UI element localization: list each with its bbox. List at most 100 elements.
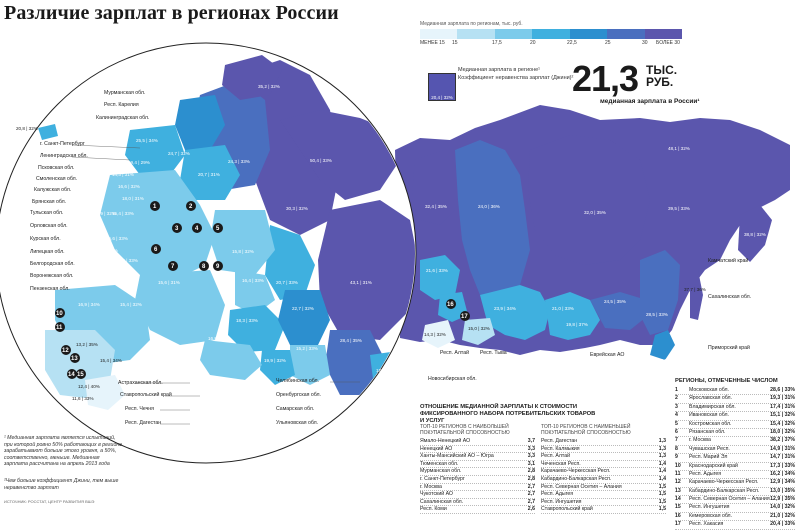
value-tula: 16,9 | 32% xyxy=(94,211,116,216)
row-value: 13,0 | 35% xyxy=(770,487,795,494)
value-orenburg: 16,8 | 33% xyxy=(208,336,230,341)
ranked-rows: 1 Московская обл. 28,6 | 33% 2 Ярославская о… xyxy=(675,387,795,530)
label-stavropol: Ставропольский край xyxy=(120,391,172,398)
label-lenobl: Ленинградская обл. xyxy=(40,153,88,159)
lenobl-region xyxy=(125,125,185,175)
label-jewish: Еврейская АО xyxy=(590,351,624,358)
row-name: Сахалинская обл. xyxy=(420,498,464,505)
row-value: 1,5 xyxy=(658,483,666,490)
row-number: 8 xyxy=(675,445,678,452)
value-chel: 19,9 | 32% xyxy=(264,358,286,363)
label-novosib: Новосибирская обл. xyxy=(428,376,477,382)
row-number: 15 xyxy=(675,504,681,511)
row-value: 2,8 xyxy=(527,468,535,475)
row-value: 28,6 | 33% xyxy=(770,387,795,393)
bottom10-rows: Респ. Дагестан 1,3 Респ. Калмыкия 1,3 Респ. … xyxy=(541,438,666,514)
row-name: Кемеровская обл. xyxy=(689,512,733,519)
value-kamchatka: 38,8 | 32% xyxy=(744,232,766,237)
row-name: Ярославская обл. xyxy=(689,395,732,402)
value-altai: 14,3 | 32% xyxy=(424,332,446,337)
bottom10-table: ТОП-10 РЕГИОНОВ С НАИМЕНЬШЕЙ ПОКУПАТЕЛЬН… xyxy=(541,424,666,514)
table-row: Респ. Адыгея 1,5 xyxy=(541,491,666,499)
marker-3: 3 xyxy=(175,226,179,232)
value-magadan: 39,5 | 33% xyxy=(668,206,690,211)
row-name: Карачаево-Черкесская Респ. xyxy=(689,479,759,486)
table-row: 17 Респ. Хакасия 20,4 | 33% xyxy=(675,521,795,530)
row-value: 17,3 | 33% xyxy=(770,462,795,469)
marker-11: 11 xyxy=(56,325,63,331)
marker-14: 14 xyxy=(68,372,75,378)
source-note: ИСТОЧНИК: РОССТАТ, ЦЕНТР РАЗВИТИЯ ВШЭ xyxy=(4,499,95,504)
table-row: 8 Чувашская Респ. 14,9 | 31% xyxy=(675,445,795,455)
row-value: 3,1 xyxy=(527,460,535,467)
table-row: 6 Рязанская обл. 18,0 | 32% xyxy=(675,428,795,438)
table-row: 10 Краснодарский край 17,3 | 33% xyxy=(675,463,795,471)
row-value: 12,9 | 35% xyxy=(770,496,795,503)
table-row: 1 Московская обл. 28,6 | 33% xyxy=(675,387,795,396)
bash-region xyxy=(228,305,285,352)
value-dagestan: 11,6 | 33% xyxy=(72,396,94,401)
row-name: Респ. Адыгея xyxy=(689,470,722,477)
key-swatch: 20,4 | 32% xyxy=(428,73,456,101)
row-name: Ненецкий АО xyxy=(420,445,453,452)
tyumen-region xyxy=(325,330,385,395)
row-value: 14,7 | 31% xyxy=(770,454,795,461)
khmao-region xyxy=(318,200,415,340)
row-value: 14,0 | 32% xyxy=(770,504,795,511)
table-row: 12 Карачаево-Черкесская Респ. 12,9 | 34% xyxy=(675,479,795,488)
label-dagestan: Респ. Дагестан xyxy=(125,420,161,426)
numbered-markers: 1 2 3 4 5 6 7 8 9 10 11 12 13 14 15 16 1… xyxy=(55,201,470,379)
value-kurgan: 15,2 | 33% xyxy=(296,346,318,351)
label-chel: Челябинская обл. xyxy=(276,378,319,384)
marker-2: 2 xyxy=(189,204,193,210)
label-pskov: Псковская обл. xyxy=(38,165,74,171)
legend-tick: 15 xyxy=(452,40,458,46)
row-name: Респ. Адыгея xyxy=(541,491,574,498)
label-altai: Респ. Алтай xyxy=(440,349,469,356)
yanao-region xyxy=(412,150,455,225)
murmansk-region xyxy=(222,55,282,100)
sakhalin-region xyxy=(690,270,703,320)
table-row: 14 Респ. Северная Осетия – Алания 12,9 | 3… xyxy=(675,496,795,505)
kirov-region xyxy=(210,210,275,275)
value-tambov: 16,8 | 33% xyxy=(116,258,138,263)
legend-tick: 17,5 xyxy=(492,40,502,46)
value-kalmykia: 13,2 | 35% xyxy=(76,342,98,347)
row-value: 12,9 | 34% xyxy=(770,479,795,486)
value-buryatia: 19,8 | 37% xyxy=(566,322,588,327)
row-number: 6 xyxy=(675,428,678,435)
top10-rows: Ямало-Ненецкий АО 3,7 Ненецкий АО 3,3 Ханты-… xyxy=(420,438,535,514)
value-kaluga: 18,0 | 31% xyxy=(122,196,144,201)
row-number: 17 xyxy=(675,521,681,528)
label-kursk: Курская обл. xyxy=(30,236,61,242)
marker-4: 4 xyxy=(195,226,199,232)
row-value: 2,7 xyxy=(527,483,535,490)
label-orenburg: Оренбургская обл. xyxy=(276,392,321,398)
row-value: 1,4 xyxy=(658,468,666,475)
value-rostov: 16,9 | 34% xyxy=(78,302,100,307)
table-row: 13 Кабардино-Балкарская Респ. 13,0 | 35% xyxy=(675,487,795,497)
russia-map: 1 2 3 4 5 6 7 8 9 10 11 12 13 14 15 16 1… xyxy=(0,42,790,464)
khabarovsk-region xyxy=(640,250,680,335)
legend-tick: 22,5 xyxy=(567,40,577,46)
row-value: 1,3 xyxy=(658,438,666,444)
map-regions xyxy=(395,105,790,360)
volga-region xyxy=(135,270,225,345)
dagestan-region xyxy=(85,375,125,410)
amur-region xyxy=(590,292,645,330)
color-legend: Медианная зарплата по регионам, тыс. руб… xyxy=(420,21,682,47)
zabaikal-region xyxy=(545,292,600,340)
value-omsk: 17,7 | 33% xyxy=(376,368,398,373)
value-sakhalin: 37,7 | 36% xyxy=(684,287,706,292)
table-row: г. Москва 2,7 xyxy=(420,484,535,492)
value-primorye: 25,5 | 33% xyxy=(658,358,680,363)
center-region xyxy=(100,170,215,280)
row-value: 21,0 | 32% xyxy=(770,512,795,519)
row-number: 16 xyxy=(675,512,681,519)
row-name: г. Москва xyxy=(420,483,442,490)
table-row: Ханты-Мансийский АО – Югра 3,3 xyxy=(420,453,535,461)
row-name: Респ. Северная Осетия – Алания xyxy=(541,483,622,490)
label-ulyanovsk: Ульяновская обл. xyxy=(276,420,318,426)
label-tyva: Респ. Тыва xyxy=(480,350,507,356)
vologda-region xyxy=(180,145,240,200)
